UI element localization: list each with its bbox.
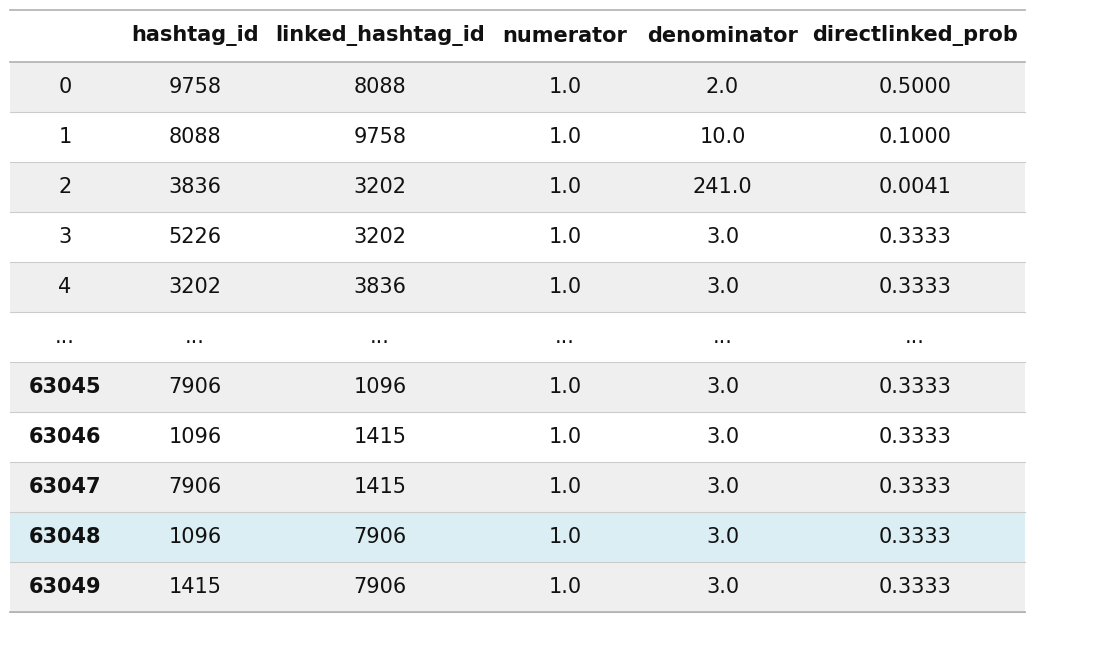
Text: 1.0: 1.0 — [548, 577, 582, 597]
Text: ...: ... — [56, 327, 75, 347]
Text: 3.0: 3.0 — [706, 477, 739, 497]
Text: 10.0: 10.0 — [699, 127, 746, 147]
Text: 63047: 63047 — [29, 477, 101, 497]
Text: 3.0: 3.0 — [706, 527, 739, 547]
Text: 63046: 63046 — [29, 427, 101, 447]
Bar — [10, 62, 1025, 112]
Bar — [10, 10, 1025, 62]
Text: 9758: 9758 — [169, 77, 221, 97]
Text: 0.3333: 0.3333 — [878, 377, 952, 397]
Bar — [10, 562, 1025, 612]
Text: 9758: 9758 — [354, 127, 407, 147]
Text: 8088: 8088 — [354, 77, 406, 97]
Text: 0.3333: 0.3333 — [878, 427, 952, 447]
Text: 1096: 1096 — [354, 377, 407, 397]
Text: 3.0: 3.0 — [706, 277, 739, 297]
Text: 0.3333: 0.3333 — [878, 527, 952, 547]
Text: ...: ... — [905, 327, 925, 347]
Text: 3836: 3836 — [354, 277, 407, 297]
Text: 1.0: 1.0 — [548, 427, 582, 447]
Text: hashtag_id: hashtag_id — [131, 25, 259, 47]
Bar — [10, 512, 1025, 562]
Text: ...: ... — [185, 327, 205, 347]
Text: 8088: 8088 — [169, 127, 221, 147]
Text: 0.0041: 0.0041 — [878, 177, 952, 197]
Text: 1.0: 1.0 — [548, 477, 582, 497]
Text: 0.1000: 0.1000 — [878, 127, 952, 147]
Text: ...: ... — [555, 327, 575, 347]
Text: 63049: 63049 — [29, 577, 101, 597]
Text: 3.0: 3.0 — [706, 577, 739, 597]
Text: 7906: 7906 — [168, 377, 221, 397]
Text: 1096: 1096 — [168, 527, 221, 547]
Text: 2.0: 2.0 — [706, 77, 739, 97]
Text: 7906: 7906 — [168, 477, 221, 497]
Text: 1: 1 — [58, 127, 71, 147]
Text: 3.0: 3.0 — [706, 427, 739, 447]
Bar — [10, 362, 1025, 412]
Text: 1096: 1096 — [168, 427, 221, 447]
Text: linked_hashtag_id: linked_hashtag_id — [275, 25, 485, 47]
Text: 241.0: 241.0 — [693, 177, 753, 197]
Text: 3202: 3202 — [169, 277, 221, 297]
Bar — [10, 262, 1025, 312]
Text: 1415: 1415 — [169, 577, 221, 597]
Text: 63048: 63048 — [29, 527, 101, 547]
Text: 3.0: 3.0 — [706, 377, 739, 397]
Text: 1.0: 1.0 — [548, 227, 582, 247]
Text: 3836: 3836 — [169, 177, 221, 197]
Text: 1.0: 1.0 — [548, 177, 582, 197]
Bar — [10, 312, 1025, 362]
Text: 0.3333: 0.3333 — [878, 577, 952, 597]
Text: numerator: numerator — [503, 26, 627, 46]
Text: directlinked_prob: directlinked_prob — [812, 25, 1017, 47]
Text: 0.3333: 0.3333 — [878, 227, 952, 247]
Text: 0.3333: 0.3333 — [878, 277, 952, 297]
Text: 1.0: 1.0 — [548, 277, 582, 297]
Text: 3.0: 3.0 — [706, 227, 739, 247]
Text: ...: ... — [713, 327, 733, 347]
Text: denominator: denominator — [647, 26, 798, 46]
Text: 3202: 3202 — [354, 177, 407, 197]
Text: 2: 2 — [58, 177, 71, 197]
Text: 0.3333: 0.3333 — [878, 477, 952, 497]
Text: 1.0: 1.0 — [548, 527, 582, 547]
Text: ...: ... — [370, 327, 390, 347]
Text: 1415: 1415 — [354, 427, 407, 447]
Text: 7906: 7906 — [354, 577, 407, 597]
Bar — [10, 212, 1025, 262]
Text: 3: 3 — [58, 227, 71, 247]
Text: 63045: 63045 — [29, 377, 101, 397]
Text: 1415: 1415 — [354, 477, 407, 497]
Bar — [10, 162, 1025, 212]
Text: 7906: 7906 — [354, 527, 407, 547]
Text: 1.0: 1.0 — [548, 127, 582, 147]
Bar — [10, 462, 1025, 512]
Bar — [10, 412, 1025, 462]
Text: 5226: 5226 — [168, 227, 221, 247]
Text: 3202: 3202 — [354, 227, 407, 247]
Text: 1.0: 1.0 — [548, 377, 582, 397]
Text: 1.0: 1.0 — [548, 77, 582, 97]
Text: 4: 4 — [58, 277, 71, 297]
Bar — [10, 112, 1025, 162]
Text: 0.5000: 0.5000 — [878, 77, 952, 97]
Text: 0: 0 — [58, 77, 71, 97]
